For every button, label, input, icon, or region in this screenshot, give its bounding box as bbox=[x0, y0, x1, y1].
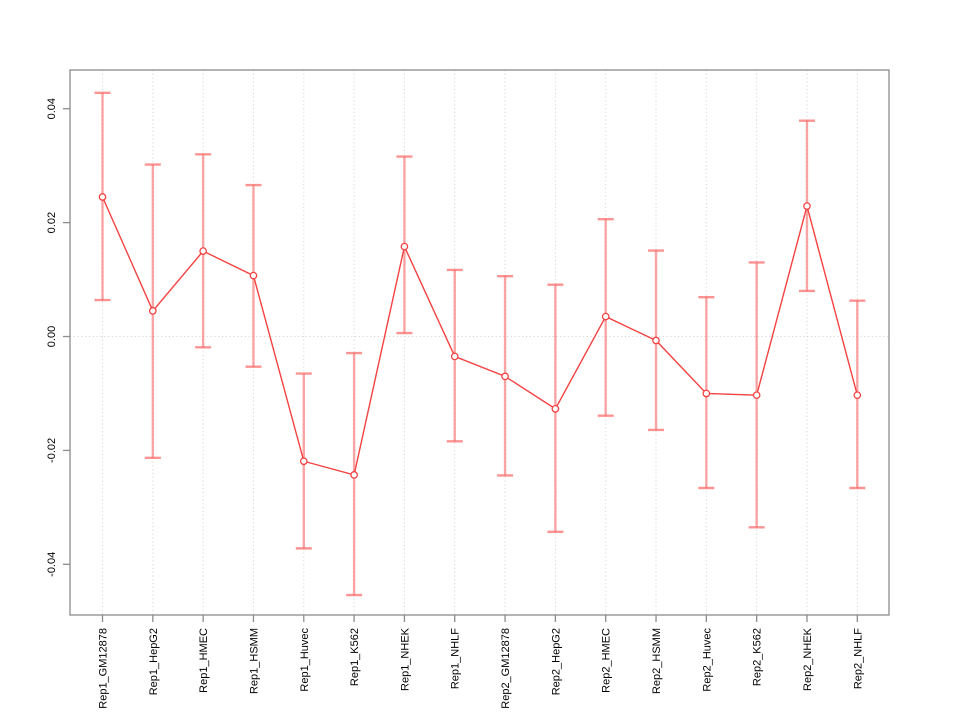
x-tick-label: Rep1_HMEC bbox=[198, 628, 210, 693]
y-tick-label: 0.00 bbox=[46, 326, 58, 347]
y-tick-label: -0.02 bbox=[46, 438, 58, 463]
x-tick-label: Rep2_GM12878 bbox=[500, 628, 512, 709]
data-point bbox=[551, 404, 560, 413]
data-point bbox=[803, 202, 811, 210]
x-tick-label: Rep2_K562 bbox=[752, 628, 764, 686]
data-point bbox=[400, 242, 409, 251]
data-point bbox=[601, 312, 610, 321]
data-point bbox=[98, 193, 107, 201]
x-tick-label: Rep2_HSMM bbox=[651, 628, 663, 694]
x-tick-label: Rep1_HSMM bbox=[248, 628, 260, 694]
data-point bbox=[652, 336, 660, 345]
x-tick-label: Rep1_HepG2 bbox=[148, 628, 160, 695]
data-point bbox=[501, 372, 509, 381]
x-tick-label: Rep2_HMEC bbox=[601, 628, 613, 693]
y-tick-label: -0.04 bbox=[46, 552, 58, 577]
y-tick-label: 0.04 bbox=[46, 98, 58, 119]
x-tick-label: Rep1_NHEK bbox=[399, 627, 411, 691]
x-tick-label: Rep1_NHLF bbox=[450, 628, 462, 689]
plot-frame bbox=[69, 69, 890, 616]
data-point bbox=[350, 471, 358, 479]
data-point bbox=[450, 352, 459, 361]
x-tick-label: Rep2_Huvec bbox=[701, 628, 713, 692]
data-point bbox=[199, 247, 207, 255]
data-point bbox=[752, 391, 761, 400]
y-tick-label: 0.02 bbox=[46, 212, 58, 233]
x-tick-label: Rep1_GM12878 bbox=[98, 628, 110, 709]
x-tick-label: Rep1_Huvec bbox=[299, 628, 311, 692]
x-tick-label: Rep2_NHEK bbox=[802, 627, 814, 691]
data-point bbox=[853, 391, 862, 400]
series-line bbox=[101, 196, 858, 476]
data-point bbox=[299, 457, 308, 466]
data-point bbox=[702, 389, 711, 398]
data-point bbox=[249, 271, 258, 280]
x-tick-label: Rep1_K562 bbox=[349, 628, 361, 686]
x-tick-label: Rep2_HepG2 bbox=[550, 628, 562, 695]
data-point bbox=[148, 307, 157, 315]
x-tick-label: Rep2_NHLF bbox=[852, 628, 864, 689]
